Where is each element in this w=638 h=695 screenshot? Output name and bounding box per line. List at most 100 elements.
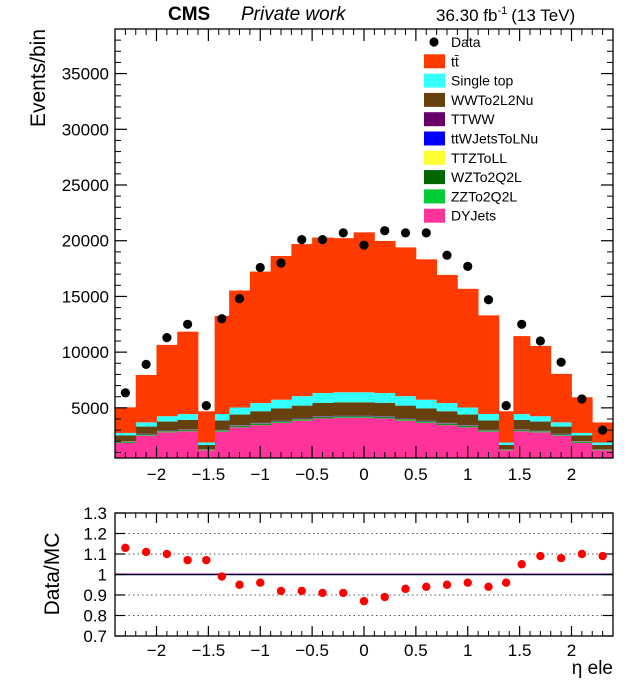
bar-wwto2l2nu (249, 411, 272, 423)
bar-tt (498, 411, 514, 443)
bar-wzto2q2l (177, 430, 199, 431)
bar-zzto2q2l (395, 420, 417, 421)
main-stack-bars (115, 232, 614, 458)
bar-single-top (498, 442, 514, 445)
data-point (463, 261, 473, 271)
main-x-tick-label: −1.5 (192, 465, 226, 484)
bar-wzto2q2l (513, 430, 531, 431)
ratio-plot-frame (114, 512, 614, 637)
bar-wzto2q2l (332, 416, 355, 418)
bar-dyjets (530, 432, 552, 458)
bar-dyjets (478, 431, 500, 458)
ratio-point (235, 580, 244, 589)
data-point (501, 401, 511, 411)
main-y-tick-label: 30000 (62, 120, 109, 139)
bar-tt (198, 411, 215, 443)
bar-zzto2q2l (415, 422, 438, 423)
bar-wzto2q2l (270, 421, 292, 423)
bar-wwto2l2nu (374, 402, 396, 417)
bar-dyjets (353, 417, 375, 458)
ratio-point (256, 578, 265, 587)
bar-tt (135, 374, 157, 423)
data-point (234, 294, 245, 304)
main-x-tick-label: −1 (251, 465, 270, 484)
legend-marker-data (429, 37, 439, 47)
bar-wzto2q2l (571, 441, 593, 443)
ratio-point (339, 588, 348, 598)
bar-zzto2q2l (214, 431, 230, 432)
ratio-x-tick-label: 0.5 (404, 641, 428, 660)
main-y-tick-label: 5000 (71, 399, 109, 418)
bar-wzto2q2l (374, 416, 396, 418)
ratio-point (217, 572, 227, 581)
bar-tt (457, 288, 479, 408)
bar-zzto2q2l (530, 431, 552, 433)
bar-tt (353, 232, 375, 393)
main-x-tick-label: 1.5 (508, 465, 532, 484)
bar-single-top (198, 442, 215, 445)
main-y-tick-label: 35000 (62, 65, 109, 84)
bar-single-top (270, 399, 292, 409)
bar-wwto2l2nu (156, 421, 178, 431)
ratio-y-tick-label: 0.7 (83, 627, 107, 646)
legend-swatch (424, 54, 445, 69)
ratio-y-tick-label: 0.8 (83, 607, 107, 626)
bar-zzto2q2l (156, 431, 178, 433)
bar-tt (115, 407, 137, 433)
main-y-tick-label: 25000 (62, 176, 109, 195)
bar-zzto2q2l (270, 422, 292, 423)
bar-wwto2l2nu (415, 408, 438, 421)
bar-single-top (571, 432, 593, 436)
bar-single-top (177, 414, 199, 420)
data-point (359, 240, 369, 250)
legend-label: DYJets (451, 208, 496, 224)
data-point (577, 394, 587, 404)
bar-dyjets (177, 431, 199, 458)
data-point (201, 401, 211, 411)
bar-wwto2l2nu (332, 402, 355, 416)
bar-dyjets (457, 427, 479, 458)
bar-wwto2l2nu (457, 414, 479, 426)
main-plot-frame (114, 28, 614, 459)
bar-single-top (395, 396, 417, 406)
bar-dyjets (214, 431, 230, 458)
bar-dyjets (374, 418, 396, 458)
legend-label: TTWW (451, 111, 495, 127)
ratio-point (380, 592, 389, 602)
bar-tt (513, 336, 531, 415)
main-y-tick-label: 20000 (62, 232, 109, 251)
bar-zzto2q2l (249, 424, 272, 426)
bar-zzto2q2l (229, 426, 251, 428)
bar-zzto2q2l (135, 435, 157, 436)
bar-wzto2q2l (550, 434, 572, 436)
lumi-label: 36.30 fb-1 (13 TeV) (436, 5, 575, 25)
ratio-point (359, 596, 369, 606)
ratio-axes: 0.70.80.911.11.21.3−2 −1.5 −1 −0.5 0 0.5 1 1.5 2 (83, 504, 614, 660)
bar-wwto2l2nu (115, 435, 137, 442)
bar-dyjets (332, 417, 355, 458)
bar-dyjets (249, 425, 272, 458)
data-point (442, 250, 452, 260)
ratio-point (556, 553, 566, 563)
bar-zzto2q2l (353, 417, 375, 418)
bar-wzto2q2l (135, 434, 157, 436)
bar-wwto2l2nu (214, 420, 230, 430)
bar-dyjets (550, 435, 572, 458)
data-point (120, 388, 130, 398)
legend-swatch (424, 73, 445, 88)
legend-label: Data (451, 34, 481, 50)
bar-dyjets (312, 418, 334, 458)
bar-zzto2q2l (550, 435, 572, 436)
bar-wwto2l2nu (478, 420, 500, 430)
ratio-point (162, 549, 172, 559)
lumi-value: 36.30 fb (436, 6, 497, 25)
ratio-point (318, 588, 327, 598)
bar-zzto2q2l (374, 417, 396, 419)
x-axis-label: η ele (572, 658, 613, 679)
ratio-x-tick-label: 1 (463, 641, 472, 660)
ratio-x-tick-label: −2 (147, 641, 166, 660)
bar-single-top (229, 407, 251, 415)
bar-wwto2l2nu (177, 419, 199, 430)
bar-wwto2l2nu (229, 414, 251, 426)
data-point (338, 228, 348, 238)
